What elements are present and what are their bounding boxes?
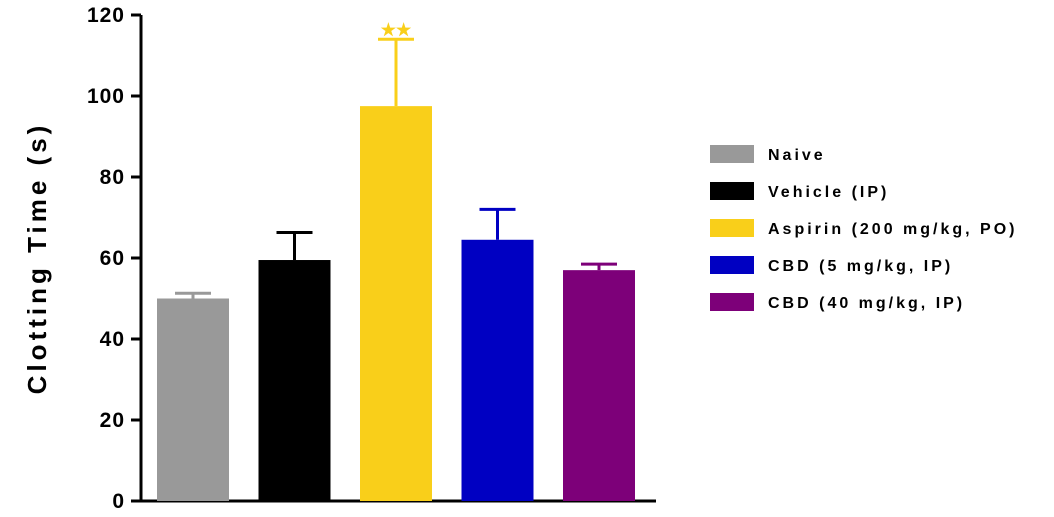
y-axis-title: Clotting Time (s) xyxy=(22,122,52,395)
y-tick-label: 20 xyxy=(100,409,125,432)
bar xyxy=(258,260,331,501)
y-tick-label: 120 xyxy=(87,4,125,27)
bar xyxy=(360,106,432,501)
error-bars xyxy=(175,37,617,299)
y-tick-label: 0 xyxy=(112,490,125,513)
legend-label: CBD (40 mg/kg, IP) xyxy=(768,295,965,312)
legend-swatch xyxy=(710,145,754,163)
bar xyxy=(563,270,635,501)
legend-swatch xyxy=(710,182,754,200)
y-ticks: 0 20 40 60 80 100 120 xyxy=(87,4,141,513)
y-tick-label: 80 xyxy=(100,166,125,189)
y-tick-label: 40 xyxy=(100,328,125,351)
legend-label: Aspirin (200 mg/kg, PO) xyxy=(768,221,1017,238)
legend-label: CBD (5 mg/kg, IP) xyxy=(768,258,953,275)
annotations: ★★ xyxy=(381,20,412,39)
y-tick-label: 60 xyxy=(100,247,125,270)
legend-swatch xyxy=(710,256,754,274)
legend-swatch xyxy=(710,219,754,237)
significance-annotation: ★★ xyxy=(381,20,412,39)
legend: Naive Vehicle (IP) Aspirin (200 mg/kg, PO)… xyxy=(710,145,1017,312)
bar xyxy=(157,298,229,501)
y-tick-label: 100 xyxy=(87,85,125,108)
legend-label: Vehicle (IP) xyxy=(768,184,889,201)
bars xyxy=(157,106,635,501)
legend-label: Naive xyxy=(768,147,826,164)
bar xyxy=(461,239,534,501)
legend-swatch xyxy=(710,293,754,311)
